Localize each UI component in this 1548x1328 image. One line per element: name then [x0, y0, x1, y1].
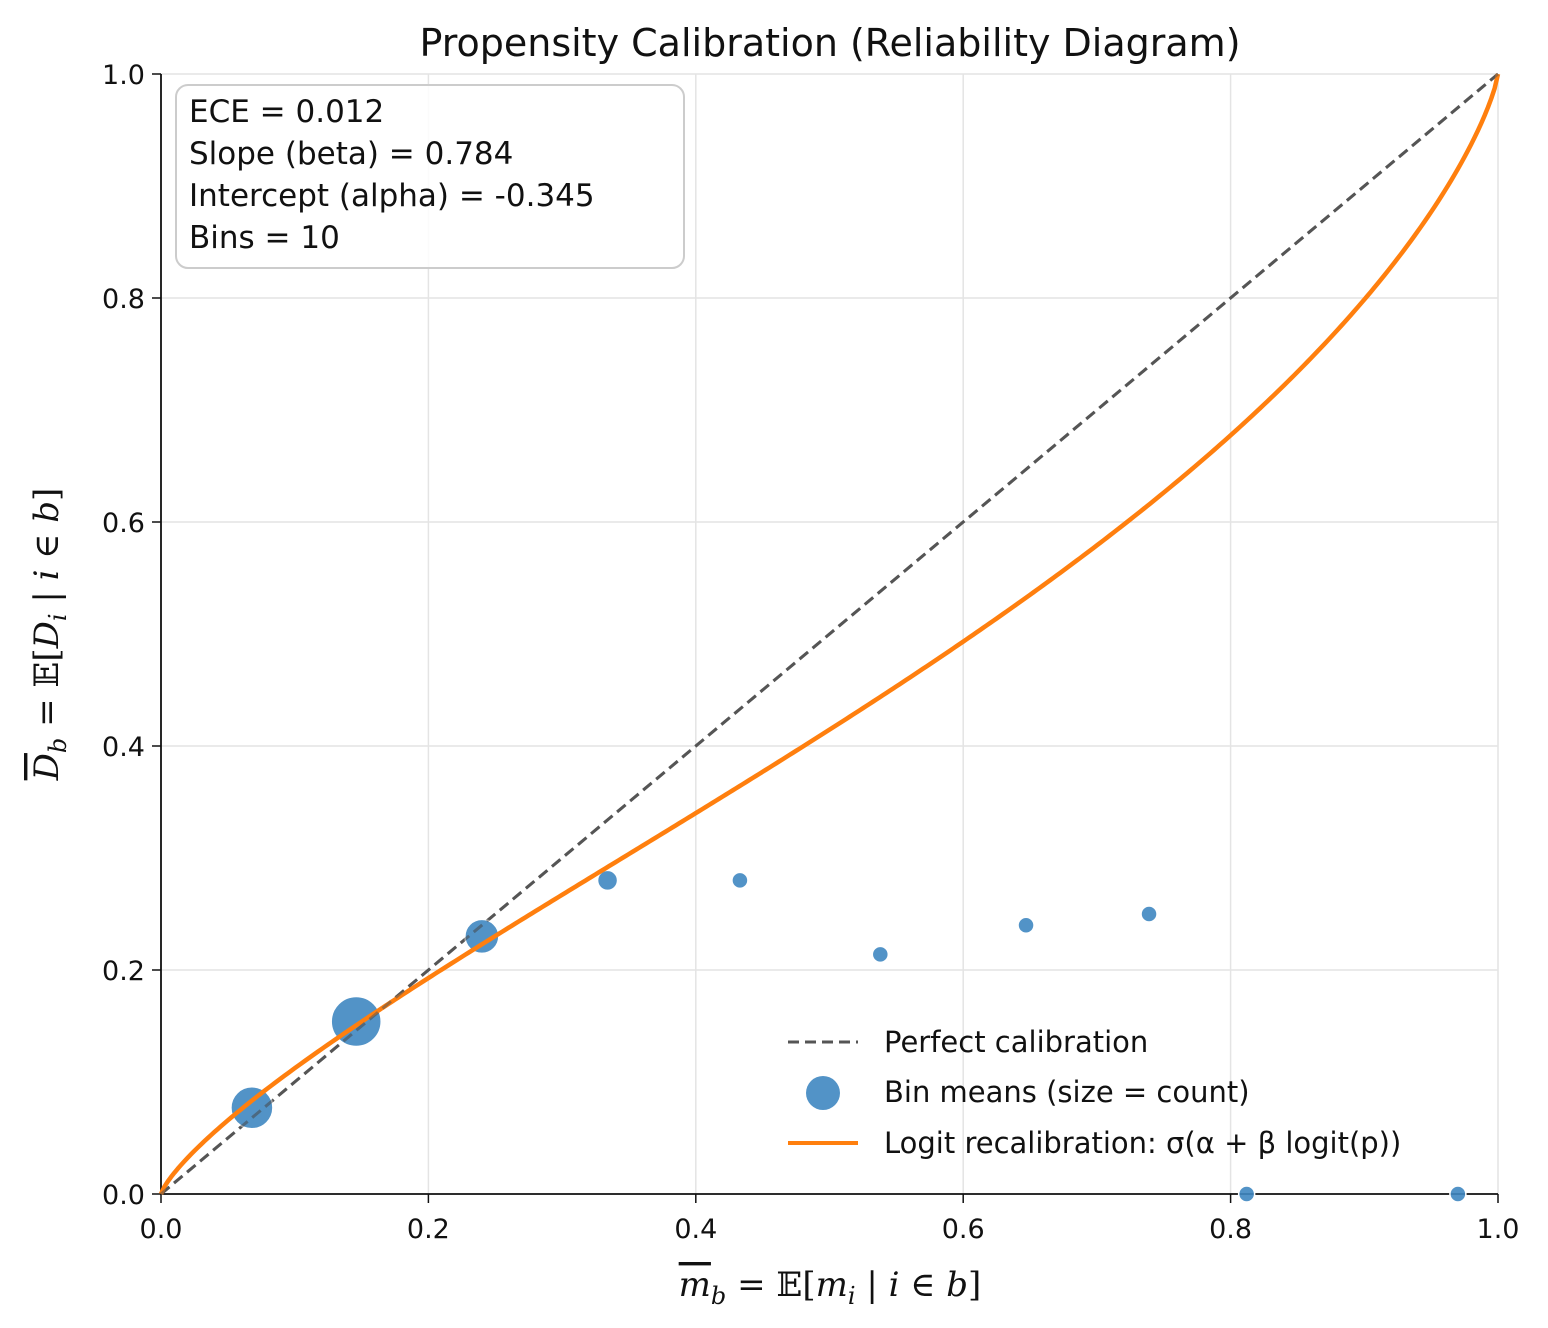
- y-tick-label: 0.4: [102, 732, 145, 763]
- y-label-sub-i: i: [44, 613, 72, 621]
- legend-label-perfect: Perfect calibration: [884, 1025, 1148, 1059]
- stat-bins: Bins = 10: [189, 220, 340, 256]
- x-tick-label: 0.2: [407, 1214, 450, 1245]
- y-ticks: 0.0 0.2 0.4 0.6 0.8 1.0: [102, 60, 161, 1211]
- x-tick-label: 0.0: [140, 1214, 183, 1245]
- y-tick-label: 0.8: [102, 284, 145, 315]
- bin-mean-point: [1237, 1185, 1256, 1203]
- y-tick-label: 0.6: [102, 508, 145, 539]
- bin-mean-point: [464, 918, 500, 955]
- legend-label-bins: Bin means (size = count): [884, 1075, 1250, 1109]
- y-label-d-i: D: [27, 621, 67, 649]
- stat-slope: Slope (beta) = 0.784: [189, 136, 513, 172]
- y-tick-label: 0.0: [102, 1180, 145, 1211]
- y-label-d: D: [27, 753, 67, 781]
- stat-ece: ECE = 0.012: [189, 94, 384, 130]
- axes: [160, 74, 1498, 1195]
- bin-mean-point: [1017, 916, 1035, 934]
- y-label-sub-b: b: [44, 738, 72, 753]
- perfect-calibration-overlay: [160, 72, 1499, 1196]
- bin-mean-point: [230, 1086, 274, 1130]
- series-layer: [158, 72, 1501, 1203]
- x-label-m: m: [679, 1265, 711, 1305]
- y-label-mid: |: [27, 580, 67, 613]
- x-label-rest: = 𝔼[: [726, 1265, 815, 1305]
- chart-title: Propensity Calibration (Reliability Diag…: [419, 21, 1240, 65]
- x-label-sub-b: b: [711, 1282, 726, 1310]
- y-label-i: i: [27, 569, 67, 580]
- x-axis-label: mb = 𝔼[mi | i ∈ b]: [679, 1265, 982, 1310]
- x-label-end2: ∈: [899, 1265, 946, 1305]
- legend: Perfect calibration Bin means (size = co…: [788, 1025, 1401, 1160]
- y-label-rest: = 𝔼[: [27, 648, 67, 737]
- y-axis-label: Db = 𝔼[Di | i ∈ b]: [27, 488, 72, 782]
- bin-mean-point: [731, 871, 749, 890]
- x-label-b: b: [946, 1265, 968, 1305]
- x-tick-label: 0.8: [1209, 1214, 1252, 1245]
- y-label-in: ∈: [27, 523, 67, 570]
- x-label-close: ]: [968, 1265, 981, 1305]
- stat-intercept: Intercept (alpha) = -0.345: [189, 178, 595, 214]
- y-label-b: b: [27, 501, 67, 523]
- bin-mean-point: [596, 869, 619, 892]
- legend-swatch-bins: [806, 1076, 840, 1110]
- x-tick-label: 0.6: [942, 1214, 985, 1245]
- x-label-end: |: [856, 1265, 889, 1305]
- x-ticks: 0.0 0.2 0.4 0.6 0.8 1.0: [140, 1194, 1520, 1245]
- bin-mean-point: [871, 945, 890, 964]
- x-label-i: i: [889, 1265, 900, 1305]
- x-tick-label: 1.0: [1477, 1214, 1520, 1245]
- x-tick-label: 0.4: [674, 1214, 717, 1245]
- stats-box: ECE = 0.012 Slope (beta) = 0.784 Interce…: [175, 84, 685, 269]
- legend-label-logit: Logit recalibration: σ(α + β logit(p)): [884, 1126, 1401, 1160]
- y-tick-label: 1.0: [102, 60, 145, 91]
- bin-mean-point: [1140, 905, 1158, 923]
- stats-box-frame: [175, 84, 685, 269]
- x-label-m-i: m: [816, 1265, 848, 1305]
- x-label-sub-i: i: [848, 1282, 856, 1310]
- bin-mean-point: [1449, 1185, 1467, 1203]
- y-tick-label: 0.2: [102, 956, 145, 987]
- y-label-close: ]: [27, 488, 67, 501]
